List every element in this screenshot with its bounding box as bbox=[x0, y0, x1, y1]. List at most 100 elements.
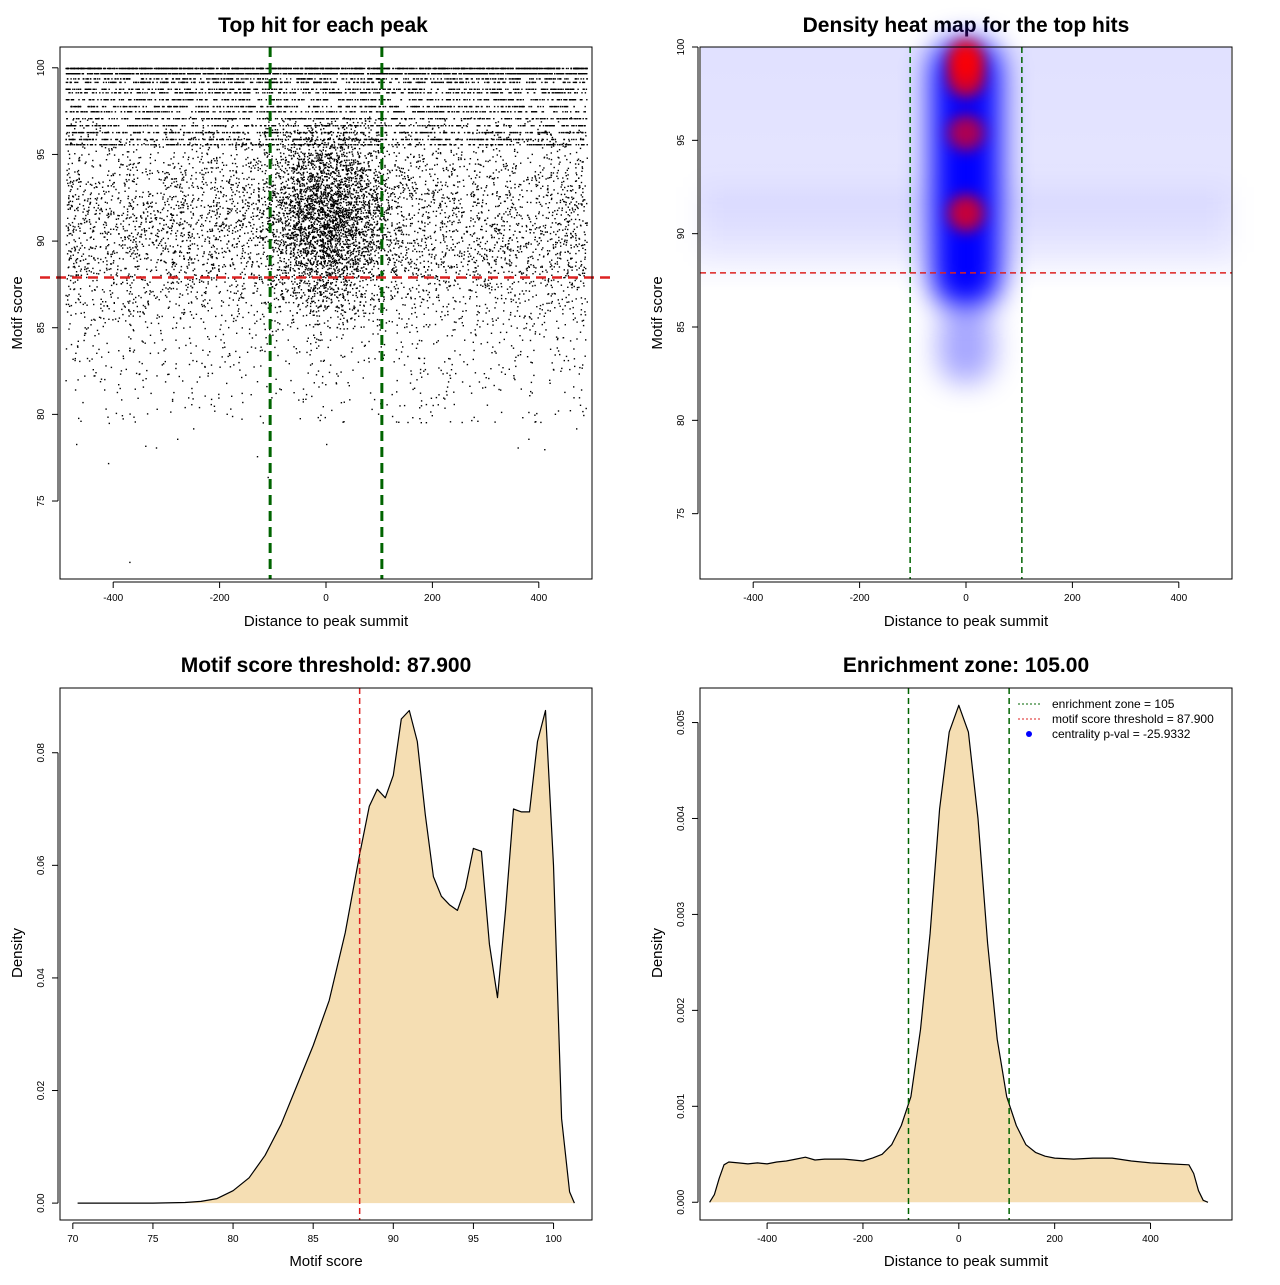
scatter-point bbox=[275, 206, 278, 208]
scatter-point bbox=[81, 154, 83, 156]
scatter-point bbox=[231, 198, 233, 200]
scatter-point bbox=[500, 282, 502, 285]
scatter-point bbox=[398, 313, 400, 315]
scatter-point bbox=[258, 160, 260, 162]
scatter-point bbox=[355, 190, 358, 192]
scatter-point bbox=[396, 259, 398, 261]
scatter-point bbox=[573, 348, 575, 350]
scatter-point bbox=[252, 165, 255, 167]
scatter-point bbox=[149, 281, 151, 283]
scatter-point bbox=[140, 223, 142, 226]
scatter-point bbox=[550, 146, 553, 148]
scatter-point bbox=[164, 261, 166, 263]
scatter-point bbox=[287, 179, 290, 181]
scatter-point bbox=[205, 292, 207, 295]
scatter-point bbox=[490, 144, 493, 147]
scatter-point bbox=[274, 192, 276, 195]
scatter-point bbox=[553, 266, 555, 268]
scatter-point bbox=[355, 240, 357, 243]
scatter-point bbox=[391, 208, 393, 210]
scatter-point bbox=[180, 265, 183, 268]
scatter-point bbox=[477, 212, 480, 214]
scatter-point bbox=[466, 230, 469, 233]
scatter-point bbox=[472, 183, 474, 185]
scatter-point bbox=[410, 297, 412, 300]
scatter-point bbox=[384, 180, 386, 182]
scatter-point bbox=[96, 279, 98, 282]
scatter-point bbox=[325, 146, 328, 148]
scatter-point bbox=[108, 215, 110, 218]
scatter-point bbox=[167, 288, 169, 290]
scatter-point bbox=[539, 226, 541, 228]
scatter-point bbox=[444, 241, 446, 243]
scatter-point bbox=[406, 156, 409, 158]
scatter-point bbox=[174, 166, 176, 168]
scatter-point bbox=[548, 302, 550, 304]
scatter-point bbox=[286, 131, 288, 133]
scatter-point bbox=[260, 346, 262, 348]
scatter-point bbox=[129, 246, 131, 249]
scatter-point bbox=[309, 168, 311, 170]
scatter-point bbox=[415, 122, 417, 124]
scatter-point bbox=[185, 169, 187, 171]
scatter-point bbox=[381, 234, 384, 236]
scatter-point bbox=[179, 128, 182, 131]
scatter-point bbox=[248, 328, 251, 330]
scatter-point bbox=[371, 292, 373, 295]
scatter-point bbox=[146, 174, 149, 176]
scatter-point bbox=[124, 306, 126, 308]
scatter-point bbox=[208, 242, 211, 244]
scatter-point bbox=[389, 213, 392, 215]
scatter-point bbox=[530, 190, 533, 192]
scatter-point bbox=[535, 248, 537, 250]
scatter-point bbox=[575, 261, 577, 263]
scatter-point bbox=[565, 232, 568, 235]
scatter-point bbox=[480, 187, 483, 189]
scatter-point bbox=[567, 286, 569, 288]
scatter-point bbox=[294, 168, 296, 170]
scatter-point bbox=[280, 218, 282, 220]
scatter-point bbox=[504, 245, 506, 247]
scatter-point bbox=[493, 236, 495, 239]
scatter-point bbox=[166, 200, 169, 202]
scatter-point bbox=[510, 298, 512, 300]
scatter-point bbox=[338, 249, 341, 251]
scatter-point bbox=[145, 168, 147, 170]
scatter-point bbox=[453, 266, 455, 268]
scatter-point bbox=[241, 392, 243, 395]
scatter-point bbox=[453, 184, 456, 187]
scatter-point bbox=[438, 283, 441, 286]
scatter-point bbox=[355, 268, 358, 270]
scatter-point bbox=[133, 310, 135, 312]
scatter-point bbox=[72, 119, 74, 121]
scatter-point bbox=[497, 272, 500, 274]
scatter-point bbox=[446, 287, 448, 289]
scatter-point bbox=[520, 272, 523, 274]
scatter-point bbox=[470, 117, 473, 119]
scatter-point bbox=[364, 209, 366, 211]
scatter-point bbox=[210, 181, 212, 184]
scatter-point bbox=[375, 119, 377, 121]
scatter-point bbox=[556, 338, 559, 341]
scatter-point bbox=[165, 245, 167, 247]
scatter-point bbox=[157, 244, 160, 246]
scatter-point bbox=[360, 221, 363, 223]
scatter-point bbox=[372, 212, 375, 214]
scatter-point bbox=[250, 394, 252, 396]
scatter-point bbox=[351, 242, 353, 245]
scatter-point bbox=[347, 147, 349, 149]
scatter-point bbox=[445, 225, 448, 228]
scatter-point bbox=[509, 193, 512, 195]
scatter-point bbox=[293, 187, 295, 189]
scatter-point bbox=[192, 207, 194, 209]
scatter-point bbox=[77, 173, 80, 175]
scatter-point bbox=[433, 231, 436, 234]
scatter-point bbox=[116, 251, 118, 254]
scatter-point bbox=[88, 248, 90, 251]
scatter-point bbox=[157, 352, 160, 354]
scatter-point bbox=[136, 233, 139, 236]
scatter-point bbox=[510, 262, 513, 264]
scatter-point bbox=[405, 225, 407, 227]
scatter-point bbox=[140, 216, 142, 218]
scatter-point bbox=[526, 190, 528, 192]
